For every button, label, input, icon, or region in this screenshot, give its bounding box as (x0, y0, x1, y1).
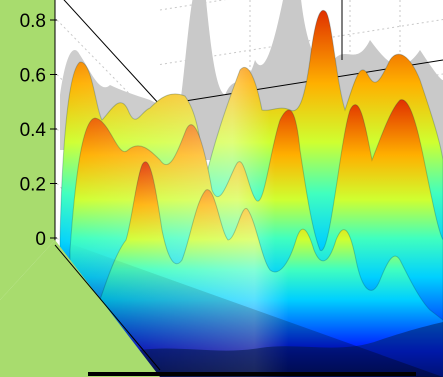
front-left-edge (54, 244, 161, 371)
front-frame (0, 240, 416, 377)
surface-outline (99, 161, 443, 377)
surface-shade (60, 240, 443, 377)
z-tick-label: 0 (35, 229, 46, 250)
front-floor-edge (0, 240, 160, 377)
surface (59, 9, 443, 377)
z-tick-label: 0.4 (20, 120, 47, 141)
surface-outline (69, 99, 443, 377)
upper-wall (64, 0, 443, 105)
surface-outline (59, 9, 443, 377)
box-edge-diagonal (63, 0, 161, 106)
z-tick-label: 0.6 (20, 66, 46, 87)
z-tick-label: 0.8 (20, 11, 46, 32)
z-axis: 0 0.2 0.4 0.6 0.8 (20, 11, 57, 250)
z-tick-label: 0.2 (20, 175, 46, 196)
